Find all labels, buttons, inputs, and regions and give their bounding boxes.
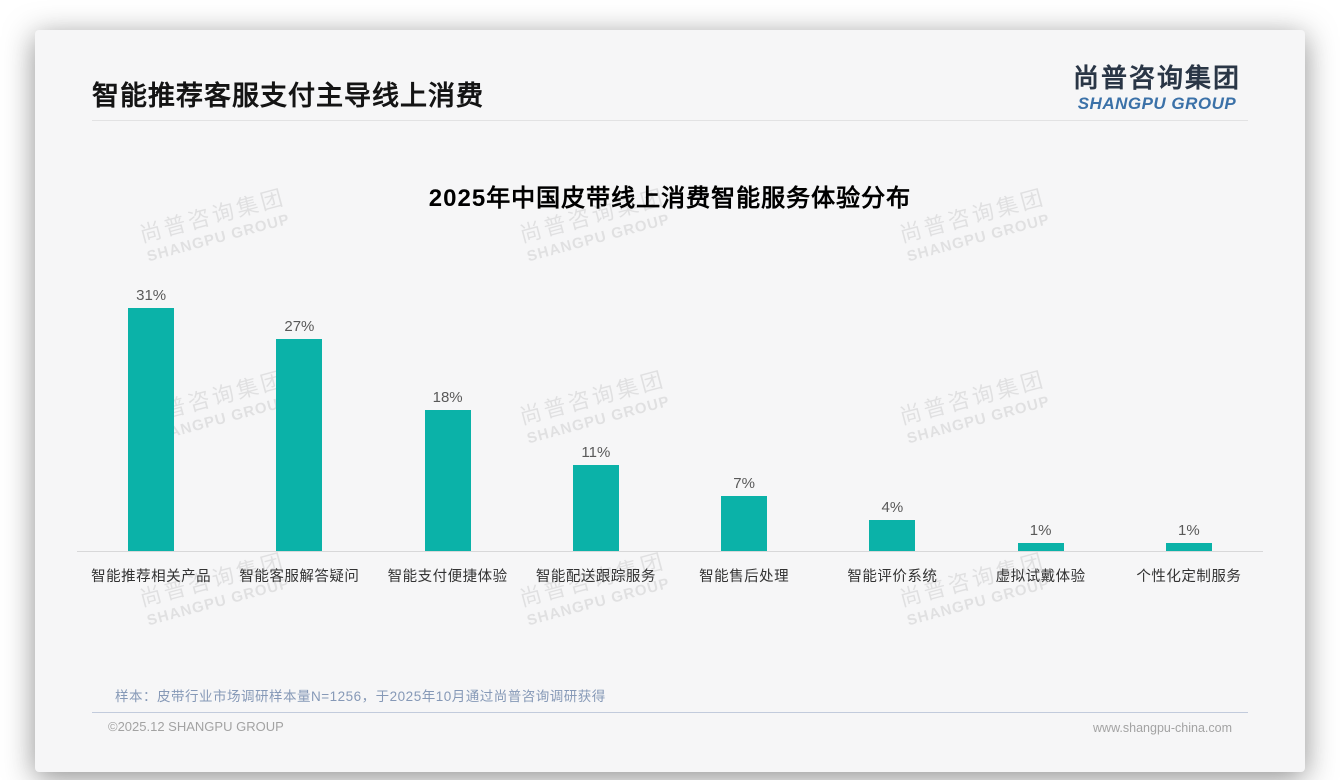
chart-title: 2025年中国皮带线上消费智能服务体验分布 (428, 185, 912, 212)
category-label: 个性化定制服务 (1136, 569, 1242, 585)
bar-column: 27% (225, 318, 373, 551)
bar-value-label: 31% (136, 287, 167, 304)
sample-source-note: 样本：皮带行业市场调研样本量N=1256，于2025年10月通过尚普咨询调研获得 (115, 689, 606, 704)
bar-chart: 31% 27% 18% 11% 7% 4% 1% 1% 智能推荐相关产品 智能客服解答疑问 智能支… (77, 271, 1263, 586)
watermark-en-text: SHANGPU GROUP (145, 210, 292, 265)
category-label: 智能售后处理 (699, 569, 790, 585)
bar-column: 1% (967, 522, 1115, 551)
website-text: www.shangpu-china.com (1093, 721, 1232, 735)
bar (869, 520, 916, 551)
bar-value-label: 18% (432, 389, 463, 406)
logo-en-text: SHANGPU GROUP (1077, 93, 1237, 113)
page-title: 智能推荐客服支付主导线上消费 (92, 81, 484, 111)
bar (721, 496, 768, 551)
category-label: 智能配送跟踪服务 (535, 569, 656, 585)
footer-divider (92, 712, 1248, 713)
bar-column: 18% (374, 389, 522, 551)
category-label: 智能推荐相关产品 (91, 569, 212, 585)
bar-value-label: 1% (1178, 522, 1200, 539)
category-label: 虚拟试戴体验 (995, 569, 1086, 585)
bar-column: 7% (670, 475, 818, 551)
header-divider (92, 120, 1248, 121)
watermark-en-text: SHANGPU GROUP (525, 210, 672, 265)
bar (276, 339, 323, 551)
bar (1165, 543, 1212, 551)
bar (1017, 543, 1064, 551)
bar-value-label: 11% (581, 444, 611, 461)
watermark-en-text: SHANGPU GROUP (905, 210, 1052, 265)
company-logo: 尚普咨询集团 SHANGPU GROUP (1073, 64, 1241, 113)
bars-row: 31% 27% 18% 11% 7% 4% 1% 1% (77, 271, 1263, 551)
bar-column: 1% (1115, 522, 1263, 551)
bar-value-label: 4% (881, 499, 904, 516)
slide-card: 尚普咨询集团 SHANGPU GROUP 尚普咨询集团 SHANGPU GROUP 尚普… (35, 30, 1305, 772)
copyright-text: ©2025.12 SHANGPU GROUP (108, 719, 284, 734)
bar-column: 4% (818, 499, 966, 551)
logo-cn-text: 尚普咨询集团 (1072, 63, 1241, 93)
x-axis-line (77, 551, 1263, 552)
bar (572, 465, 619, 551)
category-label: 智能客服解答疑问 (239, 569, 360, 585)
category-label: 智能评价系统 (847, 569, 938, 585)
bar-value-label: 1% (1029, 522, 1052, 539)
bar-column: 11% (522, 444, 670, 551)
category-label: 智能支付便捷体验 (387, 569, 508, 585)
bar (424, 410, 471, 551)
bar (128, 308, 175, 551)
labels-row: 智能推荐相关产品 智能客服解答疑问 智能支付便捷体验 智能配送跟踪服务 智能售后处理 智能… (77, 552, 1263, 586)
bar-value-label: 27% (284, 318, 315, 335)
bar-column: 31% (77, 287, 225, 551)
bar-value-label: 7% (733, 475, 755, 492)
